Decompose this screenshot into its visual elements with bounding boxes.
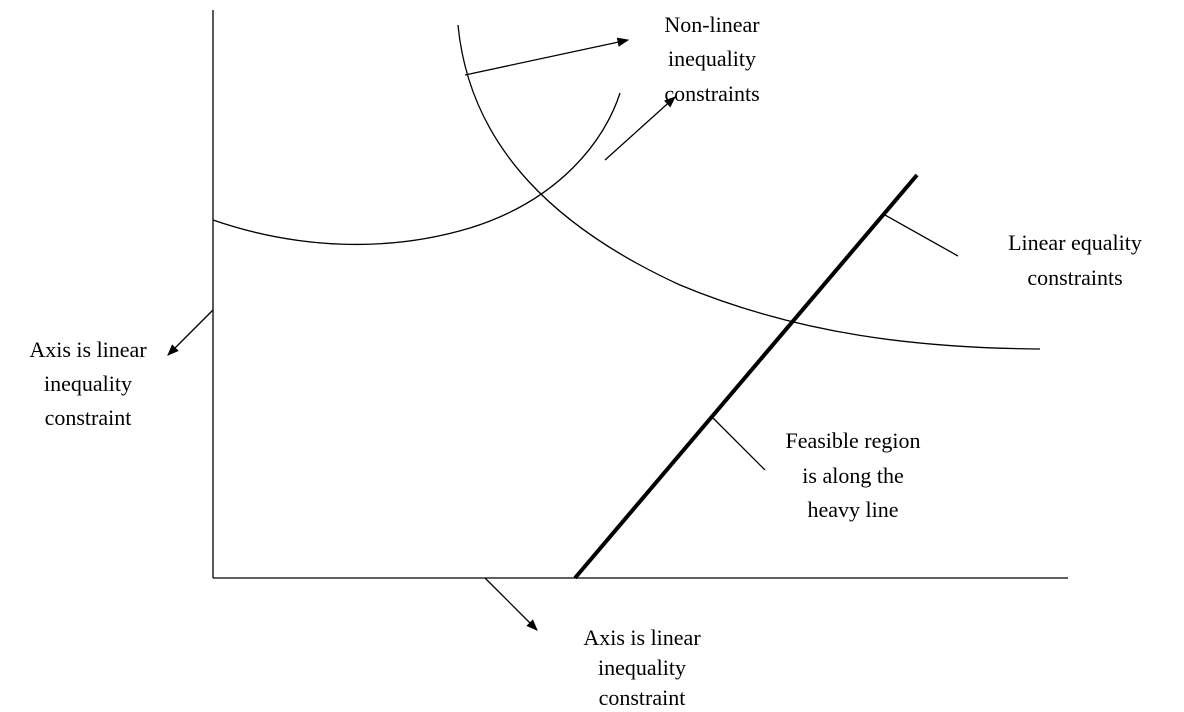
label: inequality <box>598 655 686 680</box>
label: Non-linear <box>664 12 760 37</box>
label: Axis is linear <box>29 337 147 362</box>
label: Linear equality <box>1008 230 1142 255</box>
label: Axis is linear <box>583 625 701 650</box>
arrow <box>464 37 630 76</box>
heavy-line <box>573 173 919 580</box>
arrow <box>167 309 214 356</box>
leader-line <box>712 417 766 471</box>
label: inequality <box>44 371 132 396</box>
nonlinear-curve-upper <box>457 24 1041 350</box>
label: is along the <box>802 463 903 488</box>
label: constraints <box>1027 265 1122 290</box>
leader-line <box>884 214 959 257</box>
label: heavy line <box>807 497 898 522</box>
label: constraints <box>664 81 759 106</box>
label: inequality <box>668 46 756 71</box>
label: constraint <box>45 405 132 430</box>
arrow <box>604 96 676 161</box>
label: Feasible region <box>785 428 920 453</box>
arrow <box>484 577 538 631</box>
nonlinear-curve-lower <box>212 92 621 246</box>
label: constraint <box>599 685 686 710</box>
